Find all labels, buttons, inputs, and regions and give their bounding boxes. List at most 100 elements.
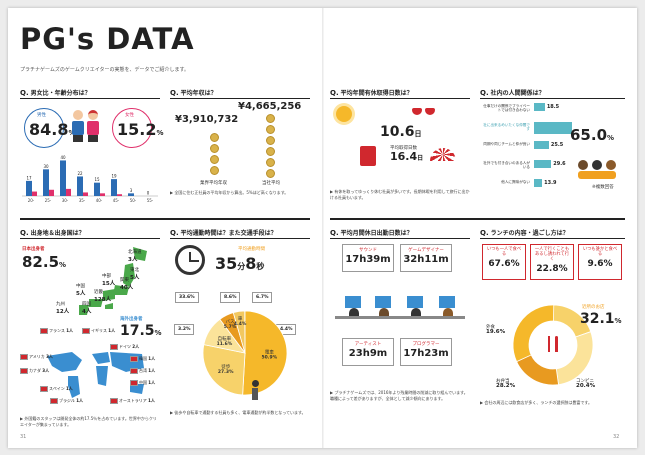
q7-heading: Q. 平均月間休日出勤日数は？ <box>330 228 470 239</box>
q6-heading: Q. 平均通勤時間は？また交通手段は？ <box>170 228 310 239</box>
transport-slice-value: 11.6% <box>217 341 233 347</box>
q5-heading: Q. 出身地＆出身国は？ <box>20 228 160 239</box>
region-label: 中部 <box>102 274 111 279</box>
region-count: 5人 <box>130 275 140 281</box>
parasol-icon <box>430 148 456 161</box>
female-figure-icon <box>87 110 99 142</box>
japan-label: 日本出身者 <box>22 247 45 252</box>
lunch-slice-name: お弁当 <box>496 379 510 384</box>
lunch-slice-name: コンビニ <box>576 379 594 384</box>
country-label: オーストラリア 1人 <box>110 398 155 404</box>
female-age-bar <box>100 193 105 196</box>
country-label: イギリス 1人 <box>82 328 115 334</box>
holiday-value-1: 10.6日 <box>380 124 422 140</box>
country-name: アメリカ <box>29 354 47 359</box>
q8-heading: Q. ランチの内容・過ごし方は？ <box>480 228 625 239</box>
transport-slice-value: 5.7% <box>224 324 237 330</box>
country-count: 1人 <box>76 398 83 403</box>
country-name: カナダ <box>29 368 43 373</box>
japan-value: 82.5% <box>22 253 67 271</box>
overseas-label: 海外出身者 <box>120 317 143 322</box>
role-time: 17h39m <box>345 254 391 265</box>
coin-stack-low <box>210 133 222 178</box>
relationship-bar-value: 29.6 <box>553 161 566 167</box>
relationship-bar <box>534 122 572 134</box>
transport-slice-name: 徒歩 <box>221 363 230 370</box>
male-count-label: 0 <box>147 191 150 196</box>
page-fold <box>322 8 324 448</box>
age-tick-label: 55- <box>147 198 154 203</box>
overseas-value: 17.5% <box>120 323 162 339</box>
region-label: 中国 <box>76 284 85 289</box>
country-count: 1人 <box>108 328 116 333</box>
male-age-bar <box>43 169 49 196</box>
role-name: サウンド <box>359 248 377 253</box>
q2-note: ▶ 全国に住む正社員の平均年収から算出。5%ほど高くなります。 <box>170 190 289 195</box>
country-label: ドイツ 2人 <box>110 344 139 350</box>
transport-slice-name: バス <box>226 319 235 325</box>
lunch-style-text: いつも誰かと食べる <box>582 247 618 257</box>
flag-icon <box>130 368 138 374</box>
male-count-label: 19 <box>111 174 117 179</box>
lunch-style-value: 67.6% <box>488 259 520 269</box>
male-count-label: 3 <box>130 188 133 193</box>
relationship-item-label: 他人に興味がない <box>501 180 530 184</box>
q6-note: ▶ 徒歩や自転車で通勤する社員も多く、電車通勤が約半数となっています。 <box>170 410 306 415</box>
fork-knife-icon <box>547 336 559 352</box>
female-age-bar <box>83 192 88 196</box>
country-name: オーストラリア <box>119 398 149 403</box>
country-label: ブラジル 1人 <box>50 398 83 404</box>
relationship-bar <box>534 160 552 168</box>
q8-panel: Q. ランチの内容・過ごし方は？ いつも一人で食べる 67.6% 一人で行くこともある… <box>480 228 625 428</box>
relationship-bar-value: 25.5 <box>550 142 564 148</box>
section-divider-left <box>20 218 310 220</box>
region-count: 5人 <box>76 291 86 297</box>
relationship-item-label: 社に出来るめいたくな仲間です <box>483 123 530 132</box>
lunch-donut-slice <box>516 354 559 386</box>
male-age-bar <box>26 180 32 196</box>
q2-heading: Q. 平均年収は？ <box>170 88 310 99</box>
q6-panel: Q. 平均通勤時間は？また交通手段は？ 平均通勤時間 35分8秒 33.6% 8.6… <box>170 228 310 428</box>
q1-panel: Q.男女比・年齢分布は？ 男性 84.8% 女性 15.2% 1720-3025… <box>20 88 164 208</box>
lunch-style-value: 9.6% <box>587 259 613 269</box>
relationship-bar-value: 13.9 <box>544 180 557 186</box>
q5-note: ▶ 外国籍のスタッフは開発全体の約17.5％を占めています。世界中からクリエイタ… <box>20 416 157 427</box>
lunch-donut-slice <box>555 331 594 386</box>
male-circle <box>24 108 64 148</box>
female-age-bar <box>32 191 37 196</box>
transport-bubble: 8.6% <box>220 292 241 303</box>
age-tick-label: 25- <box>45 198 52 203</box>
flag-icon <box>40 386 48 392</box>
male-age-bar <box>60 160 66 196</box>
male-figure-icon <box>72 110 84 142</box>
role-time-box: プログラマー 17h23m <box>400 338 452 366</box>
female-age-bar <box>117 194 122 196</box>
transport-slice-value: 50.9% <box>262 355 278 361</box>
page-subtitle: プラチナゲームズのゲームクリエイターの実態を、データでご紹介します。 <box>20 67 190 73</box>
country-label: スペイン 1人 <box>40 386 73 392</box>
lunch-style-text: いつも一人で食べる <box>486 247 522 257</box>
country-label: アメリカ 3人 <box>20 354 53 360</box>
male-count-label: 30 <box>43 164 49 169</box>
transport-bubble: 33.6% <box>175 292 199 303</box>
age-distribution-chart: 17 20- 30 25- 40 30- 22 35- 15 40- 19 45- 3 50- 0 55- <box>22 155 158 203</box>
age-tick-label: 20- <box>28 198 35 203</box>
role-time: 17h23m <box>403 348 449 359</box>
female-age-bar <box>49 189 54 196</box>
suitcase-icon <box>360 146 376 166</box>
office-desk-illustration <box>335 290 465 330</box>
q4-heading: Q. 社内の人間関係は？ <box>480 88 625 99</box>
female-label: 女性 <box>125 113 134 118</box>
male-age-bar <box>128 193 134 196</box>
relationship-caption: ※複数回答 <box>592 185 614 190</box>
salary-low: ¥3,910,732 <box>175 114 239 125</box>
region-label: 関東 <box>120 278 129 283</box>
clock-icon <box>175 245 205 275</box>
age-tick-label: 30- <box>62 198 69 203</box>
female-value: 15.2% <box>117 120 164 139</box>
transport-pie-slice <box>232 310 246 354</box>
transport-slice-name: 電車 <box>265 349 274 356</box>
lunch-style-box: いつも誰かと食べる 9.6% <box>578 244 622 280</box>
q5-panel: Q. 出身地＆出身国は？ 日本出身者 82.5% 北海道 3人 東北 5人 関東 40人 中部… <box>20 228 162 428</box>
